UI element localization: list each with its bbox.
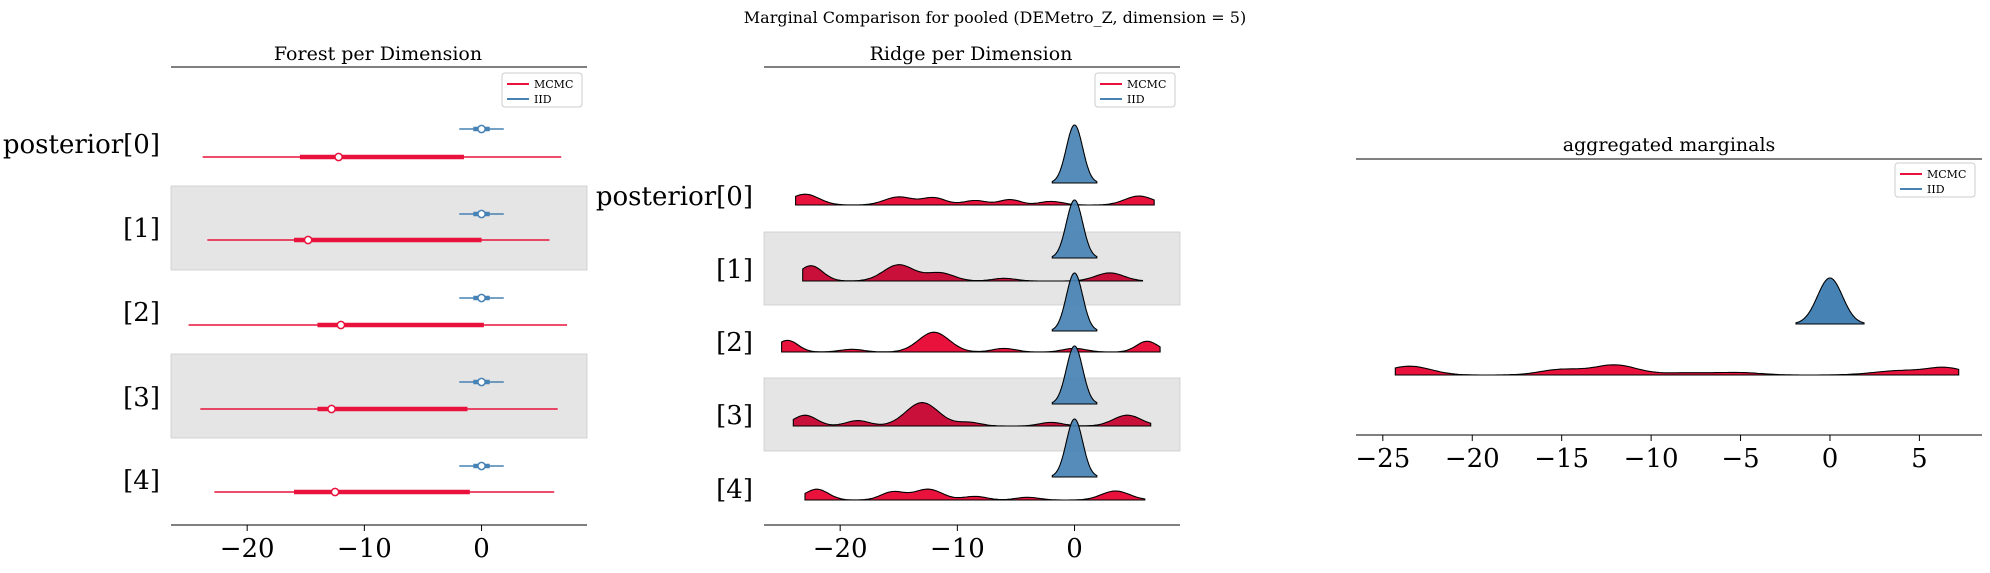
aggregated-tick-label: −25 xyxy=(1355,444,1410,474)
ridge-y-label: posterior[0] xyxy=(596,182,753,212)
ridge-iid-density xyxy=(1051,345,1098,405)
ridge-row-band xyxy=(763,231,1181,306)
ridge-y-label: [1] xyxy=(716,255,753,285)
ridge-row-band xyxy=(763,377,1181,452)
forest-mcmc-point xyxy=(336,320,346,330)
forest-tick-label: −20 xyxy=(220,534,275,564)
forest-row-bands xyxy=(170,185,588,439)
ridge-iid-density xyxy=(1051,272,1098,332)
aggregated-tick-label: 5 xyxy=(1911,444,1928,474)
forest-y-labels: posterior[0] [1] [2] [3] [4] xyxy=(3,130,160,496)
forest-y-label: [1] xyxy=(123,214,160,244)
forest-mcmc-point xyxy=(303,235,313,245)
aggregated-legend-label-iid: IID xyxy=(1927,183,1945,196)
ridge-legend-label-iid: IID xyxy=(1127,93,1145,106)
aggregated-x-ticks: −25 −20 −15 −10 −5 0 5 xyxy=(1355,435,1928,474)
aggregated-marks xyxy=(1394,277,1960,376)
aggregated-tick-label: −20 xyxy=(1445,444,1500,474)
forest-marks xyxy=(188,124,568,497)
ridge-y-labels: posterior[0] [1] [2] [3] [4] xyxy=(596,182,753,505)
forest-tick-label: −10 xyxy=(337,534,392,564)
aggregated-tick-label: 0 xyxy=(1822,444,1839,474)
forest-mcmc-point xyxy=(327,404,336,414)
forest-legend-label-iid: IID xyxy=(534,93,552,106)
ridge-iid-density xyxy=(1051,124,1098,184)
forest-y-label: [4] xyxy=(123,466,160,496)
forest-title: Forest per Dimension xyxy=(274,43,482,65)
aggregated-panel: aggregated marginals −25 −20 −15 −10 −5 0 5 MC… xyxy=(1355,134,1982,474)
ridge-row-bands xyxy=(763,231,1181,452)
forest-mcmc-point xyxy=(330,487,340,497)
forest-iid-point xyxy=(477,293,486,303)
aggregated-title: aggregated marginals xyxy=(1563,134,1776,156)
forest-y-label: [2] xyxy=(123,298,160,328)
forest-tick-label: 0 xyxy=(473,534,490,564)
ridge-mcmc-density xyxy=(795,193,1155,206)
forest-row-band xyxy=(170,185,588,271)
ridge-mcmc-density xyxy=(802,264,1144,282)
aggregated-tick-label: −5 xyxy=(1721,444,1759,474)
forest-iid-point xyxy=(477,124,486,134)
ridge-legend-label-mcmc: MCMC xyxy=(1127,78,1166,91)
ridge-iid-density xyxy=(1051,418,1098,478)
ridge-legend: MCMC IID xyxy=(1094,72,1176,108)
ridge-y-label: [3] xyxy=(716,401,753,431)
aggregated-iid-density xyxy=(1795,277,1865,325)
figure-suptitle: Marginal Comparison for pooled (DEMetro_… xyxy=(744,8,1246,27)
ridge-title: Ridge per Dimension xyxy=(870,43,1073,65)
ridge-mcmc-density xyxy=(781,331,1161,353)
forest-legend-label-mcmc: MCMC xyxy=(534,78,573,91)
forest-iid-point xyxy=(477,209,486,219)
aggregated-tick-label: −15 xyxy=(1534,444,1589,474)
ridge-x-ticks: −20 −10 0 xyxy=(813,525,1083,564)
ridge-y-label: [2] xyxy=(716,328,753,358)
forest-y-label: [3] xyxy=(123,383,160,413)
forest-iid-point xyxy=(477,461,486,471)
ridge-mcmc-density xyxy=(804,488,1146,501)
aggregated-legend-label-mcmc: MCMC xyxy=(1927,168,1966,181)
ridge-tick-label: 0 xyxy=(1066,534,1083,564)
forest-y-label: posterior[0] xyxy=(3,130,160,160)
aggregated-legend: MCMC IID xyxy=(1894,162,1976,198)
ridge-panel: Ridge per Dimension posterior[0] [1] [2] [3… xyxy=(596,43,1181,564)
ridge-marks xyxy=(781,124,1161,501)
forest-mcmc-point xyxy=(334,152,343,162)
forest-panel: Forest per Dimension posterior[0] [1] [2] [… xyxy=(3,43,588,564)
ridge-iid-density xyxy=(1051,199,1098,259)
forest-row-band xyxy=(170,353,588,439)
ridge-tick-label: −10 xyxy=(930,534,985,564)
aggregated-tick-label: −10 xyxy=(1624,444,1679,474)
forest-iid-point xyxy=(477,377,486,387)
ridge-tick-label: −20 xyxy=(813,534,868,564)
forest-x-ticks: −20 −10 0 xyxy=(220,525,490,564)
aggregated-mcmc-density xyxy=(1394,364,1960,376)
forest-legend: MCMC IID xyxy=(501,72,583,108)
ridge-mcmc-density xyxy=(792,402,1152,427)
ridge-y-label: [4] xyxy=(716,475,753,505)
